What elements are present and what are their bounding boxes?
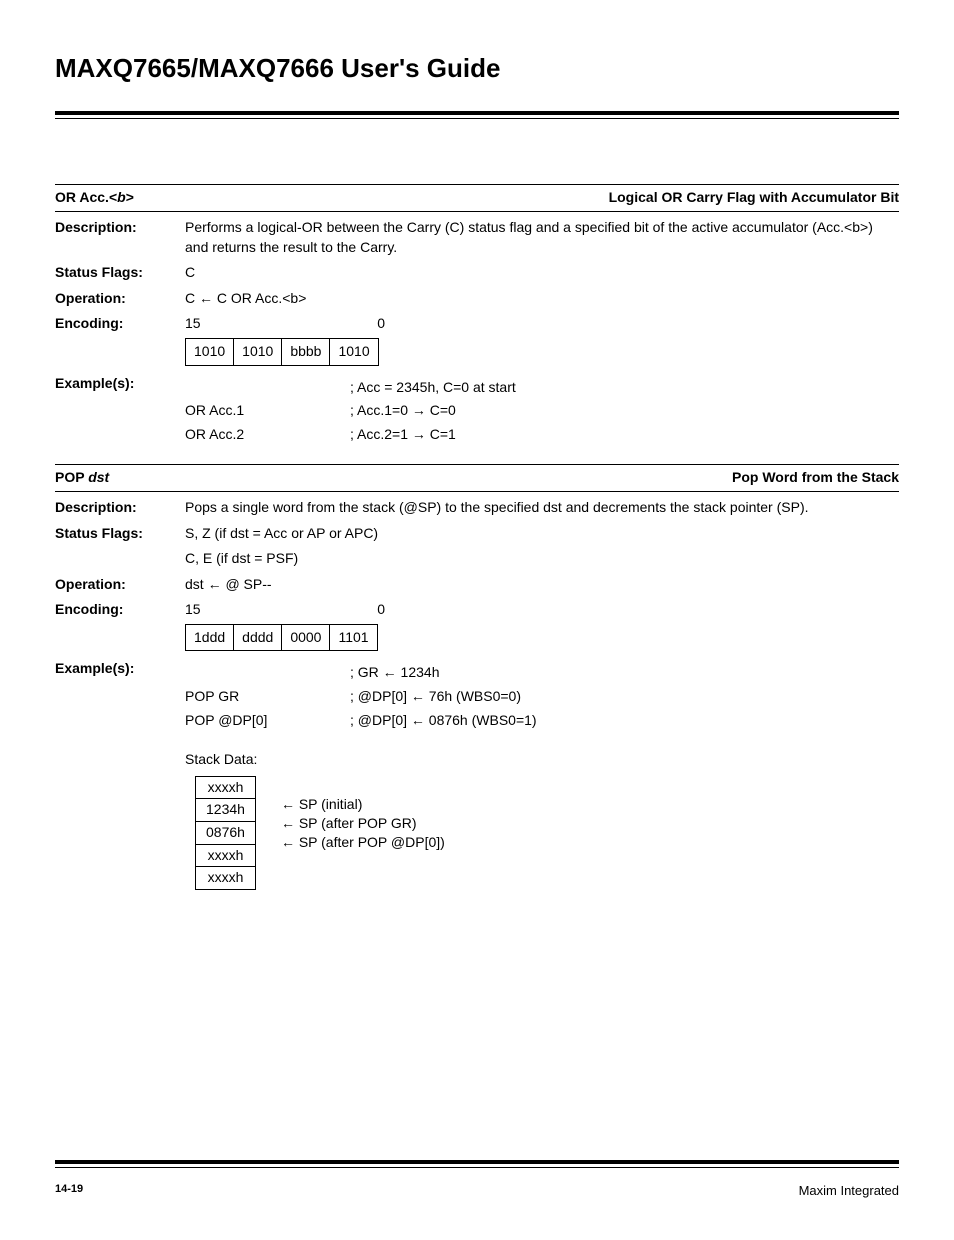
encoding-cell: dddd [234,625,282,651]
stack-note-line: ← SP (after POP @DP[0]) [281,833,445,852]
doc-title: MAXQ7665/MAXQ7666 User's Guide [55,50,899,86]
example-code [185,378,350,398]
example-line: POP @DP[0]; @DP[0] ← 0876h (WBS0=1) [185,711,899,731]
field-value: C ← C OR Acc.<b> [185,289,899,309]
example-comment: ; @DP[0] ← 76h (WBS0=0) [350,687,899,707]
stack-note-line [281,776,445,795]
example-code [185,663,350,683]
encoding-cell: 1101 [330,625,376,651]
encoding-boxes: 1ddddddd00001101 [185,624,378,652]
instruction-mnemonic: POP dst [55,468,109,488]
example-comment: ; GR ← 1234h [350,663,899,683]
field-label: Status Flags: [55,263,185,283]
example-code: POP @DP[0] [185,711,350,731]
field-label: Encoding: [55,600,185,651]
field-label: Example(s): [55,374,185,445]
example-code: POP GR [185,687,350,707]
encoding-cell: bbbb [282,339,330,365]
example-comment: ; @DP[0] ← 0876h (WBS0=1) [350,711,899,731]
example-line: OR Acc.1; Acc.1=0 → C=0 [185,401,899,421]
example-code: OR Acc.1 [185,401,350,421]
encoding-cell: 1ddd [186,625,234,651]
field-value: Performs a logical-OR between the Carry … [185,218,899,257]
encoding-cell: 1010 [234,339,282,365]
rule-thick-bottom [55,1160,899,1164]
rule-thick-top [55,111,899,115]
field-value: C [185,263,899,283]
page-number: 14-19 [55,1182,83,1200]
field-value: dst ← @ SP-- [185,575,899,595]
instruction-title: Pop Word from the Stack [732,468,899,488]
encoding-bit-range: 150 [185,314,385,334]
encoding-bit-range: 150 [185,600,385,620]
example-line: ; Acc = 2345h, C=0 at start [185,378,899,398]
stack-note-line: ← SP (initial) [281,795,445,814]
encoding-cell: 1010 [330,339,377,365]
company-name: Maxim Integrated [799,1182,899,1200]
field-label: Encoding: [55,314,185,365]
instruction-mnemonic: OR Acc.<b> [55,188,134,208]
field-label: Description: [55,498,185,518]
example-comment: ; Acc = 2345h, C=0 at start [350,378,899,398]
stack-cell: 1234h [196,799,256,822]
stack-table: xxxxh1234h0876hxxxxhxxxxh [195,776,256,890]
stack-cell: 0876h [196,822,256,845]
example-comment: ; Acc.2=1 → C=1 [350,425,899,445]
example-code: OR Acc.2 [185,425,350,445]
field-label: Description: [55,218,185,257]
encoding-cell: 0000 [282,625,330,651]
instruction-header: POP dst Pop Word from the Stack [55,464,899,492]
field-value: S, Z (if dst = Acc or AP or APC) [185,524,899,544]
field-value: Pops a single word from the stack (@SP) … [185,498,899,518]
rule-thin-bottom [55,1167,899,1168]
encoding-cell: 1010 [186,339,234,365]
encoding-boxes: 10101010bbbb1010 [185,338,379,366]
stack-cell: xxxxh [196,844,256,867]
example-line: ; GR ← 1234h [185,663,899,683]
instruction-header: OR Acc.<b> Logical OR Carry Flag with Acc… [55,184,899,212]
stack-pointer-notes: ← SP (initial)← SP (after POP GR)← SP (a… [281,776,445,890]
stack-cell: xxxxh [196,776,256,799]
field-label: Operation: [55,575,185,595]
field-label: Example(s): [55,659,185,730]
stack-data-label: Stack Data: [185,750,899,770]
example-line: POP GR; @DP[0] ← 76h (WBS0=0) [185,687,899,707]
rule-thin-top [55,118,899,119]
field-label: Status Flags: [55,524,185,544]
example-line: OR Acc.2; Acc.2=1 → C=1 [185,425,899,445]
field-label [55,549,185,569]
field-label: Operation: [55,289,185,309]
stack-note-line: ← SP (after POP GR) [281,814,445,833]
field-value: C, E (if dst = PSF) [185,549,899,569]
example-comment: ; Acc.1=0 → C=0 [350,401,899,421]
instruction-title: Logical OR Carry Flag with Accumulator B… [609,188,899,208]
stack-cell: xxxxh [196,867,256,890]
stack-note-line [281,852,445,871]
